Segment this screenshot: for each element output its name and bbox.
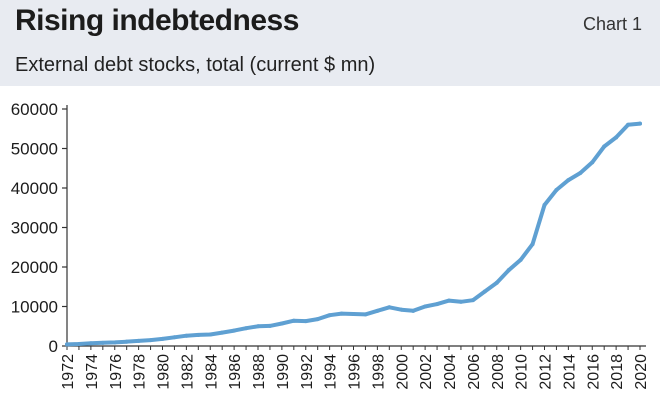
data-point xyxy=(518,257,523,262)
chart-number-label: Chart 1 xyxy=(582,14,642,34)
x-tick-label: 1980 xyxy=(156,354,173,390)
data-point xyxy=(387,305,392,310)
data-point xyxy=(267,323,272,328)
chart-header: Rising indebtedness External debt stocks… xyxy=(0,0,660,86)
data-point xyxy=(506,268,511,273)
data-point xyxy=(363,312,368,317)
data-point xyxy=(626,122,631,127)
data-point xyxy=(136,338,141,343)
data-point xyxy=(351,312,356,317)
data-point xyxy=(542,202,547,207)
data-point xyxy=(494,280,499,285)
x-tick-label: 2002 xyxy=(418,354,435,390)
data-point xyxy=(482,289,487,294)
data-point xyxy=(339,311,344,316)
data-point xyxy=(638,121,642,126)
x-tick-label: 1990 xyxy=(275,354,292,390)
line-chart: 0 10000 20000 30000 40000 50000 60000 1972 1974 1… xyxy=(11,100,650,390)
x-tick-label: 2000 xyxy=(394,354,411,390)
chart-title: Rising indebtedness xyxy=(15,4,299,37)
data-point xyxy=(590,160,595,165)
x-tick-label: 1992 xyxy=(299,354,316,390)
chart-area: 0 10000 20000 30000 40000 50000 60000 1972 1974 1… xyxy=(0,86,660,406)
data-point xyxy=(447,298,451,303)
data-point xyxy=(327,313,332,318)
data-point xyxy=(470,298,475,303)
data-point xyxy=(148,338,153,343)
y-tick-label: 0 xyxy=(49,337,58,356)
data-point xyxy=(172,335,177,340)
data-point xyxy=(232,328,237,333)
x-tick-label: 1998 xyxy=(370,354,387,390)
x-tick-label: 2018 xyxy=(609,354,626,390)
data-point xyxy=(208,332,213,337)
x-tick-label: 1978 xyxy=(132,354,149,390)
data-point xyxy=(614,135,619,140)
data-point xyxy=(124,339,129,344)
data-point xyxy=(423,304,428,309)
data-point xyxy=(291,318,296,323)
y-tick-label: 50000 xyxy=(11,140,58,159)
x-tick-label: 1982 xyxy=(179,354,196,390)
x-tick-label: 2014 xyxy=(561,354,578,390)
x-tick-label: 1974 xyxy=(84,354,101,390)
data-point xyxy=(435,302,440,307)
data-point xyxy=(578,170,583,175)
x-tick-label: 1994 xyxy=(323,354,340,390)
x-tick-label: 2012 xyxy=(538,354,555,390)
data-point xyxy=(65,342,69,347)
data-point xyxy=(566,178,571,183)
data-point xyxy=(112,340,117,345)
x-tick-label: 2006 xyxy=(466,354,483,390)
x-tick-label: 1988 xyxy=(251,354,268,390)
data-point xyxy=(530,242,535,247)
y-tick-label: 40000 xyxy=(11,179,58,198)
x-tick-label: 1976 xyxy=(108,354,125,390)
x-tick-label: 1984 xyxy=(203,354,220,390)
y-tick-label: 10000 xyxy=(11,298,58,317)
x-tick-label: 2004 xyxy=(442,354,459,390)
data-point xyxy=(244,326,249,331)
x-tick-label: 1972 xyxy=(60,354,77,390)
chart-subtitle: External debt stocks, total (current $ m… xyxy=(15,54,376,76)
data-point xyxy=(303,319,308,324)
x-tick-label: 2016 xyxy=(585,354,602,390)
data-point xyxy=(399,307,404,312)
data-point xyxy=(220,330,225,335)
data-point xyxy=(256,324,260,329)
data-point xyxy=(196,332,201,337)
data-point xyxy=(375,308,380,313)
x-tick-label: 2008 xyxy=(490,354,507,390)
x-tick-label: 1986 xyxy=(227,354,244,390)
y-tick-label: 20000 xyxy=(11,258,58,277)
data-point xyxy=(554,187,559,192)
y-tick-label: 30000 xyxy=(11,219,58,238)
data-point xyxy=(315,317,320,322)
x-tick-label: 1996 xyxy=(347,354,364,390)
data-point xyxy=(88,341,93,346)
data-point xyxy=(602,144,607,149)
data-point xyxy=(76,342,81,347)
data-point xyxy=(100,340,105,345)
y-tick-label: 60000 xyxy=(11,100,58,119)
data-point xyxy=(160,336,165,341)
data-point xyxy=(458,299,463,304)
data-point xyxy=(411,308,416,313)
data-point xyxy=(279,321,284,326)
x-tick-label: 2020 xyxy=(633,354,650,390)
data-point xyxy=(184,333,189,338)
x-tick-label: 2010 xyxy=(514,354,531,390)
series-line xyxy=(65,121,642,347)
